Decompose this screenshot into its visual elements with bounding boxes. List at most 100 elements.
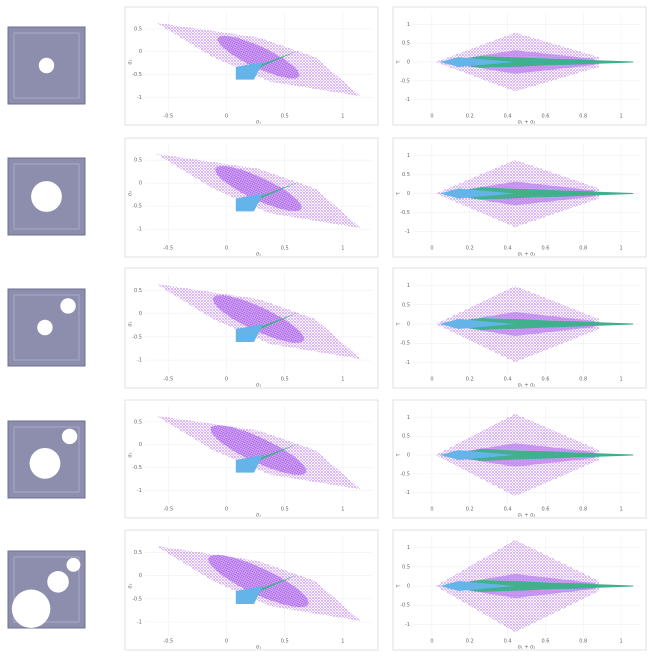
y-tick-label: 0.5 [134,158,142,164]
y-tick-label: -0.5 [132,334,142,340]
x-axis-label: σ₁ + σ₂ [518,645,536,651]
y-tick-label: -0.5 [400,341,410,347]
hole [38,57,55,74]
x-tick-label: 0.8 [579,114,587,120]
hole [31,181,62,212]
x-tick-label: 0.6 [541,507,549,513]
y-axis-label: τ [396,60,402,63]
cloud-dense [212,295,305,343]
y-tick-label: 1 [407,545,410,551]
hole [29,447,61,479]
point-cloud [435,413,634,497]
x-axis-label: σ₁ [256,513,261,519]
y-tick-label: 0 [139,181,142,187]
wedge-cyan [235,586,264,604]
x-tick-label: 0 [225,639,228,645]
y-tick-label: -1 [137,620,142,626]
point-cloud [156,22,361,97]
x-tick-label: 0.4 [504,639,512,645]
x-tick-label: -0.5 [163,377,173,383]
y-tick-label: -0.5 [400,471,410,477]
wedge-green [440,56,634,68]
cloud-dense [215,166,302,212]
hole [47,571,69,593]
x-tick-label: 1 [341,377,344,383]
x-axis-label: σ₁ [256,120,261,126]
x-tick-label: 0.8 [579,377,587,383]
x-tick-label: 0.5 [281,114,289,120]
y-axis-label: τ [396,453,402,456]
y-axis-label: σ₂ [128,191,134,196]
wedge-green [440,449,634,461]
wedge-cyan [235,455,264,473]
x-tick-label: 0.8 [579,507,587,513]
thumbnail-inner [13,32,80,99]
hole [11,589,51,628]
x-tick-label: 0.4 [504,507,512,513]
thumbnail-inner [13,426,80,493]
x-tick-label: 0 [430,377,433,383]
y-axis-label: σ₂ [128,59,134,64]
x-tick-label: 0.8 [579,639,587,645]
x-tick-label: 0.4 [504,377,512,383]
x-tick-label: 1 [619,377,622,383]
y-tick-label: 1 [407,283,410,289]
y-tick-label: 0 [407,322,410,328]
y-tick-label: 0 [407,453,410,459]
y-tick-label: 0.5 [402,564,410,570]
wedge-green [440,580,634,592]
y-tick-label: 0 [407,191,410,197]
x-tick-label: 0 [430,114,433,120]
x-tick-label: 0.6 [541,639,549,645]
y-tick-label: 0 [407,584,410,590]
x-tick-label: 0.2 [466,507,474,513]
y-tick-label: 0 [139,573,142,579]
x-tick-label: 0 [430,507,433,513]
x-axis-label: σ₁ [256,383,261,389]
x-tick-label: 0 [225,377,228,383]
x-tick-label: 0.4 [504,246,512,252]
thumbnail-inner [13,556,80,623]
y-axis-label: τ [396,192,402,195]
y-axis-label: σ₂ [128,583,134,588]
x-tick-label: 1 [341,507,344,513]
x-tick-label: 0.2 [466,377,474,383]
y-tick-label: -0.5 [400,78,410,84]
y-tick-label: 1 [407,22,410,28]
x-tick-label: 0 [225,114,228,120]
x-tick-label: 0.5 [281,377,289,383]
x-tick-label: 1 [619,114,622,120]
x-tick-label: 0.2 [466,246,474,252]
point-cloud [435,159,634,228]
x-axis-label: σ₁ + σ₂ [518,513,536,519]
y-tick-label: 0.5 [402,434,410,440]
y-tick-label: 1 [407,153,410,159]
y-tick-label: 0.5 [402,41,410,47]
y-tick-label: 0.5 [402,302,410,308]
wedge-cyan [235,62,264,80]
x-tick-label: 0.6 [541,377,549,383]
hole [61,428,78,445]
y-tick-label: -0.5 [132,72,142,78]
x-axis-label: σ₁ [256,645,261,651]
y-tick-label: -1 [137,227,142,233]
cloud-dense [208,554,309,608]
x-tick-label: 1 [341,246,344,252]
y-tick-label: 0.5 [134,288,142,294]
wedge-cyan [440,319,516,329]
point-cloud [156,546,361,621]
y-axis-label: σ₂ [128,321,134,326]
y-tick-label: 0 [407,60,410,66]
y-tick-label: -1 [137,95,142,101]
thumbnail-inner [13,163,80,230]
x-tick-label: 0 [430,639,433,645]
point-cloud [156,153,361,229]
wedge-cyan [235,193,264,212]
x-tick-label: 0.8 [579,246,587,252]
y-tick-label: -1 [137,358,142,364]
x-tick-label: 0.4 [504,114,512,120]
y-tick-label: 0.5 [402,172,410,178]
y-tick-label: 1 [407,415,410,421]
x-tick-label: 0.5 [281,639,289,645]
